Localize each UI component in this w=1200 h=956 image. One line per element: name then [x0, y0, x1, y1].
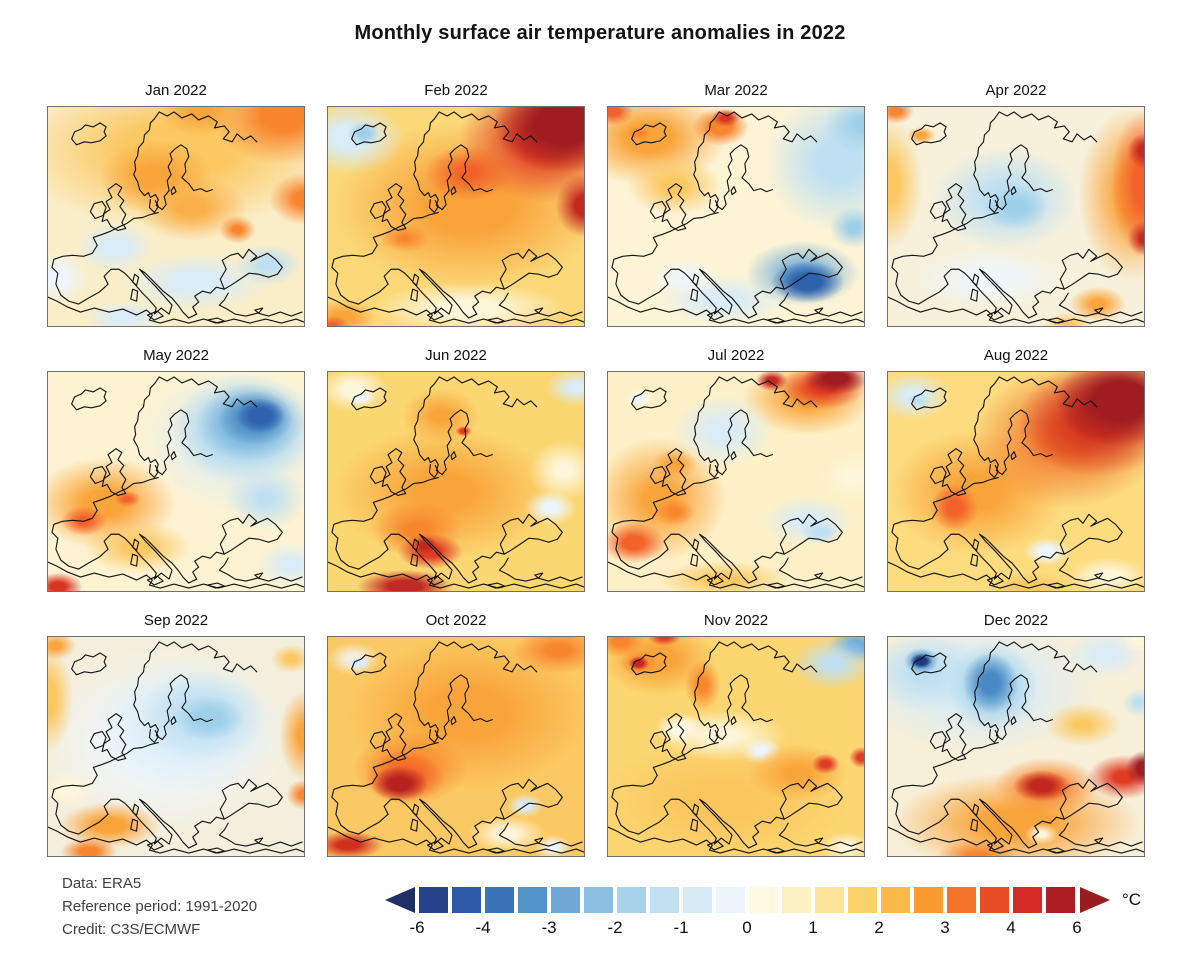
- month-panel: Aug 2022: [887, 347, 1145, 592]
- figure-title: Monthly surface air temperature anomalie…: [354, 22, 846, 44]
- month-panel-title: Apr 2022: [985, 82, 1047, 99]
- colorbar-segment: [881, 887, 910, 913]
- coastline-overlay: [888, 111, 1144, 324]
- colorbar-segment: [551, 887, 580, 913]
- colorbar-tick-label: 3: [940, 918, 950, 937]
- month-panel-title: Oct 2022: [425, 612, 487, 629]
- colorbar-segment: [914, 887, 943, 913]
- credit-note: Credit: C3S/ECMWF: [62, 921, 201, 938]
- colorbar-segment: [518, 887, 547, 913]
- month-panel: Jan 2022: [47, 82, 305, 327]
- colorbar-tick-label: -4: [475, 918, 491, 937]
- month-panel: Jul 2022: [607, 347, 865, 592]
- anomaly-map: [887, 636, 1145, 857]
- colorbar-tick-label: -1: [673, 918, 689, 937]
- month-panel: Mar 2022: [607, 82, 865, 327]
- colorbar-segment: [716, 887, 745, 913]
- colorbar-segment: [749, 887, 778, 913]
- coastline-overlay: [608, 641, 864, 854]
- anomaly-map: [607, 371, 865, 592]
- colorbar-segment: [485, 887, 514, 913]
- month-panel-title: Aug 2022: [983, 347, 1049, 364]
- coastline-overlay: [48, 376, 304, 589]
- month-panel-title: Jul 2022: [707, 347, 765, 364]
- month-panel-title: Jan 2022: [145, 82, 207, 99]
- colorbar-tick-label: 6: [1072, 918, 1082, 937]
- colorbar-segment: [815, 887, 844, 913]
- month-panel-title: Dec 2022: [983, 612, 1049, 629]
- anomaly-map: [887, 106, 1145, 327]
- colorbar-right-arrow: [1080, 887, 1110, 913]
- anomaly-map: [607, 106, 865, 327]
- colorbar-tick-label: 2: [874, 918, 884, 937]
- colorbar-tick-label: -6: [409, 918, 425, 937]
- month-panel-title: Mar 2022: [704, 82, 768, 99]
- month-panel-title: Jun 2022: [425, 347, 487, 364]
- footer-notes: Data: ERA5 Reference period: 1991-2020 C…: [62, 872, 257, 941]
- colorbar-segment: [1046, 887, 1075, 913]
- colorbar-segment: [947, 887, 976, 913]
- month-panel: Nov 2022: [607, 612, 865, 857]
- month-panel-title: Sep 2022: [143, 612, 209, 629]
- month-panel: May 2022: [47, 347, 305, 592]
- colorbar-tick-label: 0: [742, 918, 752, 937]
- month-panel: Jun 2022: [327, 347, 585, 592]
- colorbar-tick-label: -3: [541, 918, 557, 937]
- month-panel: Sep 2022: [47, 612, 305, 857]
- colorbar-segment: [980, 887, 1009, 913]
- month-panel: Oct 2022: [327, 612, 585, 857]
- month-panel: Dec 2022: [887, 612, 1145, 857]
- colorbar-unit-label: °C: [1122, 890, 1142, 909]
- anomaly-map: [887, 371, 1145, 592]
- coastline-overlay: [888, 376, 1144, 589]
- anomaly-map: [327, 371, 585, 592]
- coastline-overlay: [888, 641, 1144, 854]
- coastline-overlay: [608, 111, 864, 324]
- data-source-note: Data: ERA5: [62, 875, 142, 892]
- coastline-overlay: [48, 111, 304, 324]
- reference-period-note: Reference period: 1991-2020: [62, 898, 258, 915]
- colorbar-segment: [419, 887, 448, 913]
- colorbar-tick-label: 4: [1006, 918, 1016, 937]
- coastline-overlay: [328, 641, 584, 854]
- colorbar: -6 -4 -3 -2 -1 0 1 2 3 4 6 °C: [385, 887, 1155, 947]
- colorbar-segment: [650, 887, 679, 913]
- anomaly-map: [47, 106, 305, 327]
- anomaly-map: [607, 636, 865, 857]
- colorbar-segment: [584, 887, 613, 913]
- coastline-overlay: [328, 376, 584, 589]
- coastline-overlay: [328, 111, 584, 324]
- colorbar-tick-label: 1: [808, 918, 818, 937]
- anomaly-map: [47, 636, 305, 857]
- colorbar-segment: [683, 887, 712, 913]
- anomaly-map: [47, 371, 305, 592]
- colorbar-segment: [617, 887, 646, 913]
- month-panel-title: Nov 2022: [703, 612, 769, 629]
- colorbar-segment: [782, 887, 811, 913]
- month-panel: Apr 2022: [887, 82, 1145, 327]
- colorbar-segment: [452, 887, 481, 913]
- colorbar-left-arrow: [385, 887, 415, 913]
- anomaly-map: [327, 636, 585, 857]
- anomaly-map: [327, 106, 585, 327]
- colorbar-segment: [848, 887, 877, 913]
- month-panel: Feb 2022: [327, 82, 585, 327]
- month-panel-title: Feb 2022: [424, 82, 488, 99]
- month-panel-title: May 2022: [143, 347, 209, 364]
- colorbar-tick-label: -2: [607, 918, 623, 937]
- coastline-overlay: [608, 376, 864, 589]
- colorbar-segment: [1013, 887, 1042, 913]
- coastline-overlay: [48, 641, 304, 854]
